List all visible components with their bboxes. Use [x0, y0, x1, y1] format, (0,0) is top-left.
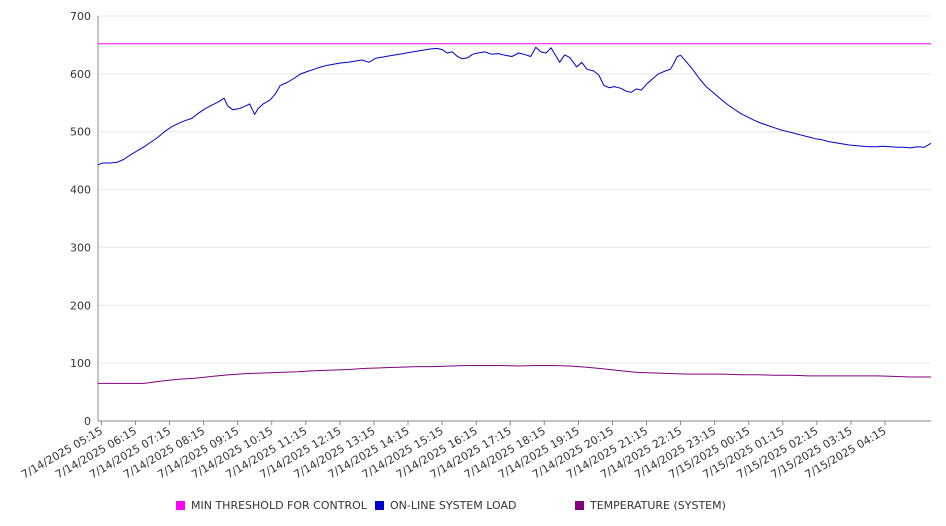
series-line-system-load: [97, 46, 932, 166]
legend-label-temperature: TEMPERATURE (SYSTEM): [590, 499, 726, 512]
y-tick-label: 700: [70, 10, 91, 23]
legend-swatch-threshold: [176, 501, 185, 510]
legend-item-temperature[interactable]: TEMPERATURE (SYSTEM): [575, 499, 726, 512]
legend-label-threshold: MIN THRESHOLD FOR CONTROL: [191, 499, 367, 512]
y-tick-label: 600: [70, 68, 91, 81]
y-tick-label: 500: [70, 126, 91, 139]
y-tick-label: 400: [70, 184, 91, 197]
legend-item-system-load[interactable]: ON-LINE SYSTEM LOAD: [375, 499, 516, 512]
y-tick-label: 300: [70, 241, 91, 254]
y-tick-label: 0: [84, 415, 91, 428]
legend-swatch-system-load: [375, 501, 384, 510]
y-tick-label: 100: [70, 357, 91, 370]
legend-item-threshold[interactable]: MIN THRESHOLD FOR CONTROL: [176, 499, 367, 512]
legend-swatch-temperature: [575, 501, 584, 510]
legend-label-system-load: ON-LINE SYSTEM LOAD: [390, 499, 517, 512]
series-line-temperature: [98, 365, 931, 384]
legend: MIN THRESHOLD FOR CONTROL ON-LINE SYSTEM…: [0, 496, 946, 516]
y-tick-label: 200: [70, 299, 91, 312]
